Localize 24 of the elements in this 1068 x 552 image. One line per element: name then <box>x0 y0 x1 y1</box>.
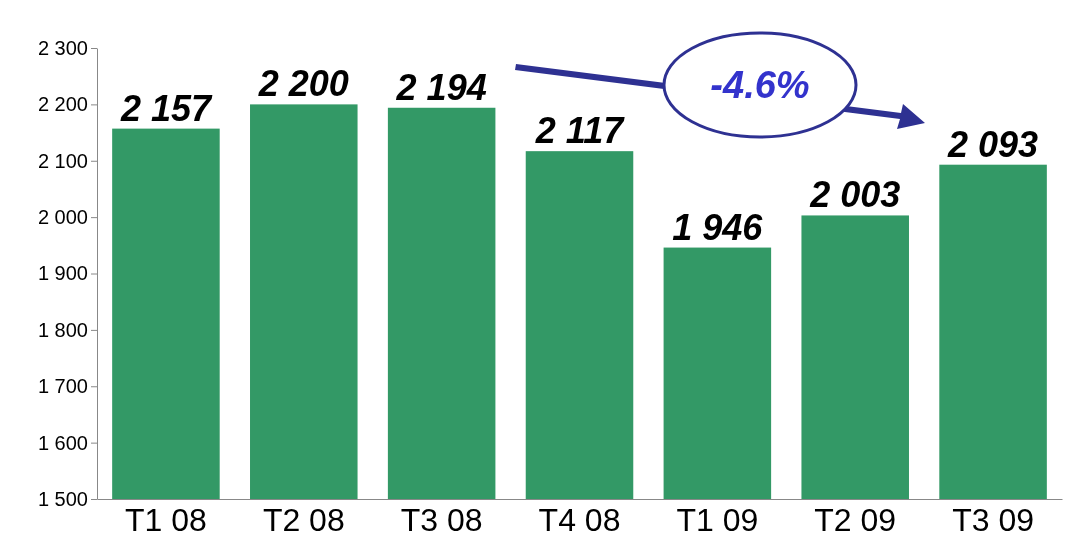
y-tick-label: 2 000 <box>37 206 88 229</box>
data-label: 2 003 <box>809 174 901 216</box>
y-tick-label: 1 500 <box>37 487 88 510</box>
y-tick-label: 1 700 <box>37 375 88 398</box>
x-tick-label: T3 08 <box>400 501 483 538</box>
y-tick-label: 2 300 <box>37 36 88 59</box>
x-tick-label: T2 09 <box>814 501 897 538</box>
x-tick-label: T2 08 <box>262 501 345 538</box>
x-tick-label: T3 09 <box>952 501 1034 538</box>
y-tick-label: 2 200 <box>37 93 88 116</box>
y-tick-label: 1 900 <box>37 262 88 285</box>
y-tick-label: 1 600 <box>37 431 88 454</box>
data-label: 2 194 <box>395 66 487 108</box>
x-tick-label: T4 08 <box>538 501 621 538</box>
data-label: 2 157 <box>119 87 213 129</box>
y-tick-label: 2 100 <box>37 149 88 172</box>
data-label: 2 200 <box>257 63 349 105</box>
y-tick-label: 1 800 <box>37 318 88 341</box>
data-label: 2 117 <box>534 110 626 152</box>
annotation: -4.6% <box>710 64 810 106</box>
data-label: 1 946 <box>672 206 764 248</box>
data-label: 2 093 <box>947 123 1039 165</box>
x-tick-label: T1 08 <box>125 501 207 538</box>
x-tick-label: T1 09 <box>676 501 759 538</box>
